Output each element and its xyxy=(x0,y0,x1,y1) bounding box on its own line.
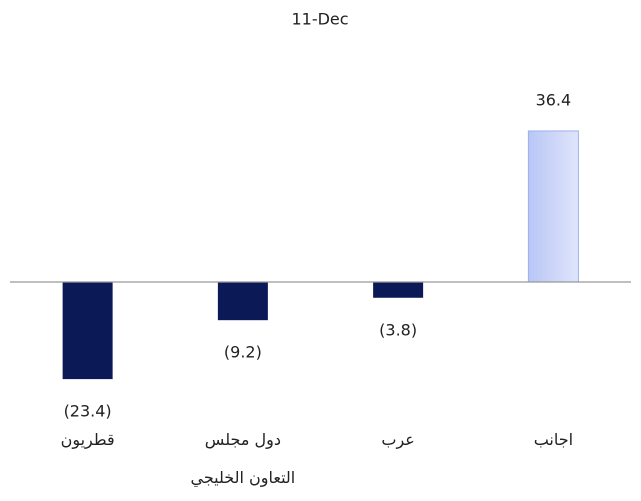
value-label: (9.2) xyxy=(224,343,262,362)
bar xyxy=(527,130,579,283)
chart-title: 11-Dec xyxy=(291,10,348,29)
x-tick-label: اجانب xyxy=(533,430,574,449)
x-tick-label: دول مجلس التعاون الخليجي xyxy=(190,430,296,487)
value-label: 36.4 xyxy=(536,90,572,109)
bar xyxy=(373,282,424,298)
value-label: (3.8) xyxy=(379,320,417,339)
bar xyxy=(62,282,113,380)
value-label: (23.4) xyxy=(64,402,112,421)
bar xyxy=(217,282,268,321)
x-tick-label: قطريون xyxy=(60,430,115,449)
x-tick-label: عرب xyxy=(381,430,415,449)
